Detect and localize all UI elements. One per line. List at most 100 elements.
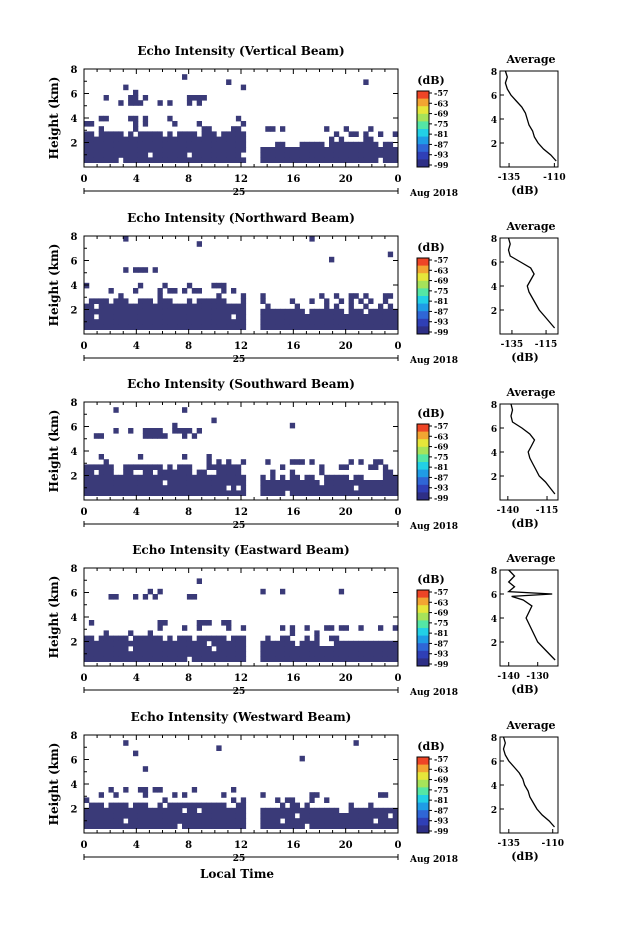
echo-cell — [260, 646, 266, 652]
echo-cell — [280, 802, 286, 809]
echo-cell — [314, 324, 320, 330]
echo-cell — [133, 480, 139, 486]
echo-cell — [299, 324, 305, 330]
echo-cell — [108, 474, 114, 481]
echo-cell — [84, 131, 90, 137]
echo-cell — [118, 324, 124, 330]
echo-cell — [358, 818, 364, 824]
echo-cell — [103, 324, 109, 330]
x-tick-label: 0 — [395, 341, 402, 352]
echo-cell — [211, 136, 217, 143]
echo-cell — [226, 818, 232, 824]
echo-cell — [240, 797, 247, 803]
echo-cell — [172, 469, 178, 476]
echo-cell — [373, 152, 379, 158]
echo-cell — [348, 157, 354, 163]
echo-cell — [216, 640, 222, 647]
echo-cell — [133, 594, 139, 600]
echo-cell — [113, 651, 119, 657]
echo-cell — [221, 813, 227, 819]
echo-cell — [186, 469, 193, 476]
echo-cell — [387, 807, 394, 814]
echo-cell — [216, 807, 222, 814]
echo-cell — [201, 308, 207, 315]
colorbar-tick-label: -75 — [434, 618, 448, 628]
echo-cell — [216, 635, 222, 642]
echo-cell — [392, 314, 398, 320]
echo-cell — [387, 251, 394, 258]
echo-cell — [167, 157, 173, 163]
echo-cell — [103, 157, 109, 163]
echo-cell — [157, 588, 163, 595]
colorbar-tick-label: -93 — [434, 816, 449, 826]
echo-cell — [98, 807, 104, 814]
echo-cell — [98, 640, 104, 647]
echo-cell — [98, 823, 104, 829]
echo-cell — [118, 298, 124, 304]
echo-cell — [284, 152, 291, 158]
echo-cell — [137, 823, 144, 829]
echo-cell — [128, 95, 134, 101]
echo-cell — [294, 303, 300, 310]
average-y-tick-label: 6 — [491, 758, 497, 768]
echo-cell — [387, 656, 394, 662]
echo-cell — [186, 308, 193, 315]
colorbar-swatch — [417, 446, 429, 455]
echo-cell — [324, 480, 330, 486]
echo-cell — [363, 152, 369, 158]
echo-cell — [177, 640, 183, 647]
echo-cell — [329, 314, 335, 320]
colorbar-tick-label: -63 — [434, 265, 449, 275]
echo-cell — [231, 157, 237, 163]
echo-cell — [221, 474, 227, 481]
echo-cell — [373, 485, 379, 491]
echo-cell — [289, 308, 296, 315]
echo-cell — [368, 818, 374, 824]
echo-cell — [196, 656, 202, 662]
echo-cell — [275, 813, 281, 819]
echo-cell — [226, 651, 232, 657]
echo-cell — [88, 474, 95, 481]
echo-cell — [235, 314, 242, 320]
echo-cell — [289, 813, 296, 819]
echo-cell — [373, 157, 379, 163]
average-x-label: (dB) — [511, 517, 538, 530]
echo-cell — [162, 319, 168, 325]
echo-cell — [221, 485, 227, 491]
average-frame — [499, 736, 559, 834]
echo-cell — [226, 474, 232, 481]
echo-cell — [309, 480, 315, 486]
echo-cell — [329, 152, 335, 158]
echo-cell — [196, 147, 202, 153]
echo-cell — [177, 818, 183, 824]
echo-cell — [221, 319, 227, 325]
echo-cell — [289, 646, 296, 652]
echo-cell — [206, 490, 212, 496]
echo-cell — [201, 141, 207, 148]
echo-cell — [113, 324, 119, 330]
echo-cell — [162, 303, 168, 310]
echo-cell — [147, 324, 153, 330]
colorbar-tick-label: -57 — [434, 587, 448, 597]
echo-cell — [123, 314, 129, 320]
echo-cell — [182, 792, 188, 798]
echo-cell — [333, 152, 340, 158]
echo-cell — [265, 640, 271, 647]
echo-cell — [113, 141, 119, 148]
echo-cell — [152, 157, 158, 163]
echo-cell — [98, 314, 104, 320]
echo-cell — [221, 818, 227, 824]
echo-cell — [133, 640, 139, 647]
echo-cell — [167, 288, 173, 294]
echo-cell — [368, 147, 374, 153]
x-tick-label: 12 — [234, 507, 248, 518]
echo-cell — [319, 651, 325, 657]
echo-cell — [108, 823, 114, 829]
echo-cell — [186, 802, 193, 809]
echo-cell — [240, 625, 247, 631]
echo-cell — [358, 147, 364, 153]
y-tick-label: 8 — [71, 564, 78, 575]
echo-cell — [348, 646, 354, 652]
x-tick-label: 0 — [395, 507, 402, 518]
echo-cell — [284, 807, 291, 814]
